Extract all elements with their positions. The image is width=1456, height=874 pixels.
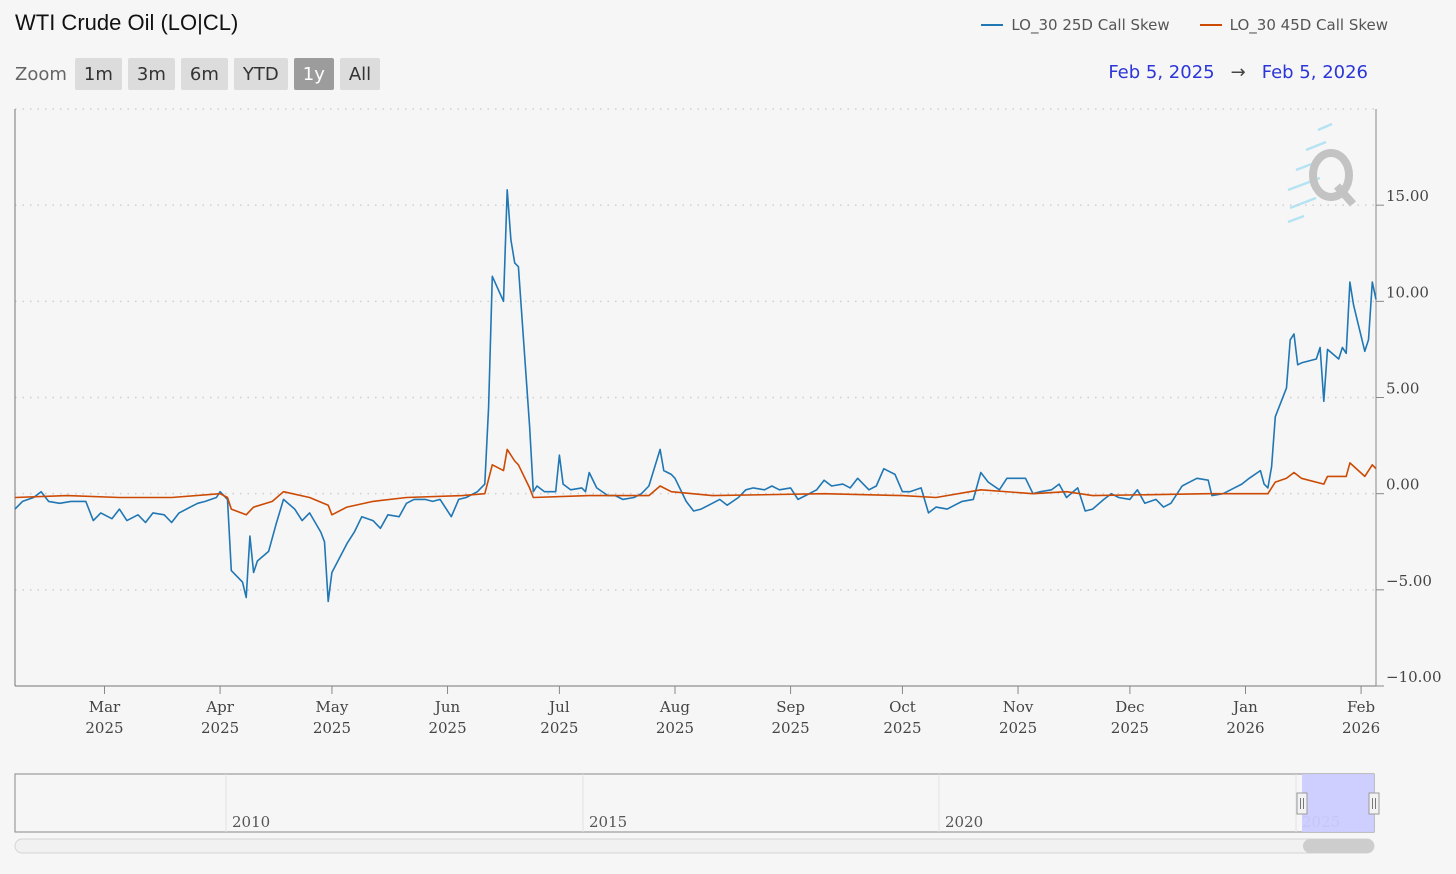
navigator-year-label: 2010 — [232, 813, 270, 831]
navigator-frame — [14, 773, 1375, 833]
zoom-ytd-button[interactable]: YTD — [233, 58, 288, 90]
range-arrow: → — [1230, 62, 1246, 83]
x-tick-label: Sep 2025 — [771, 698, 809, 737]
zoom-1m-button[interactable]: 1m — [74, 58, 122, 90]
zoom-bar: Zoom 1m 3m 6m YTD 1y All — [15, 58, 381, 90]
range-from-input[interactable]: Feb 5, 2025 — [1108, 62, 1215, 83]
legend-swatch-25d — [981, 24, 1004, 26]
navigator-year-label: 2015 — [589, 813, 627, 831]
y-tick-label: 0.00 — [1386, 476, 1419, 494]
y-tick-label: 15.00 — [1386, 187, 1429, 205]
legend-item-25d[interactable]: LO_30 25D Call Skew — [981, 16, 1170, 34]
zoom-1y-button[interactable]: 1y — [293, 58, 334, 90]
x-tick-label: Jan 2026 — [1226, 698, 1264, 737]
navigator-handle[interactable] — [1368, 792, 1380, 815]
chart-title: WTI Crude Oil (LO|CL) — [15, 10, 239, 35]
x-tick-label: Oct 2025 — [883, 698, 921, 737]
x-tick-label: Apr 2025 — [201, 698, 239, 737]
navigator[interactable]: 2010201520202025 — [14, 773, 1380, 854]
x-tick-label: May 2025 — [313, 698, 351, 737]
zoom-3m-button[interactable]: 3m — [127, 58, 175, 90]
x-tick-label: Jul 2025 — [540, 698, 578, 737]
zoom-all-button[interactable]: All — [339, 58, 381, 90]
y-tick-label: 5.00 — [1386, 380, 1419, 398]
legend-swatch-45d — [1199, 24, 1222, 26]
x-tick-label: Aug 2025 — [656, 698, 694, 737]
legend: LO_30 25D Call Skew LO_30 45D Call Skew — [981, 16, 1388, 34]
range-to-input[interactable]: Feb 5, 2026 — [1261, 62, 1368, 83]
zoom-label: Zoom — [15, 63, 67, 85]
x-tick-label: Dec 2025 — [1111, 698, 1149, 737]
x-tick-label: Feb 2026 — [1342, 698, 1380, 737]
series-line-25d[interactable] — [14, 189, 1377, 603]
q-logo-icon — [1287, 122, 1356, 224]
navigator-year-label: 2020 — [945, 813, 983, 831]
x-tick-label: Mar 2025 — [85, 698, 123, 737]
date-range: Feb 5, 2025 → Feb 5, 2026 — [1108, 62, 1368, 83]
x-tick-label: Jun 2025 — [428, 698, 466, 737]
y-tick-label: 10.00 — [1386, 283, 1429, 301]
navigator-handle[interactable] — [1296, 792, 1308, 815]
navigator-selection[interactable] — [1302, 774, 1374, 832]
y-tick-label: −5.00 — [1386, 572, 1432, 590]
series-line-45d[interactable] — [14, 448, 1377, 516]
legend-label-45d: LO_30 45D Call Skew — [1229, 16, 1388, 34]
y-tick-label: −10.00 — [1386, 668, 1442, 686]
scrollbar-track[interactable] — [14, 838, 1375, 854]
legend-item-45d[interactable]: LO_30 45D Call Skew — [1199, 16, 1388, 34]
scrollbar-thumb[interactable] — [1303, 839, 1374, 853]
x-tick-label: Nov 2025 — [999, 698, 1037, 737]
legend-label-25d: LO_30 25D Call Skew — [1011, 16, 1170, 34]
zoom-6m-button[interactable]: 6m — [180, 58, 228, 90]
